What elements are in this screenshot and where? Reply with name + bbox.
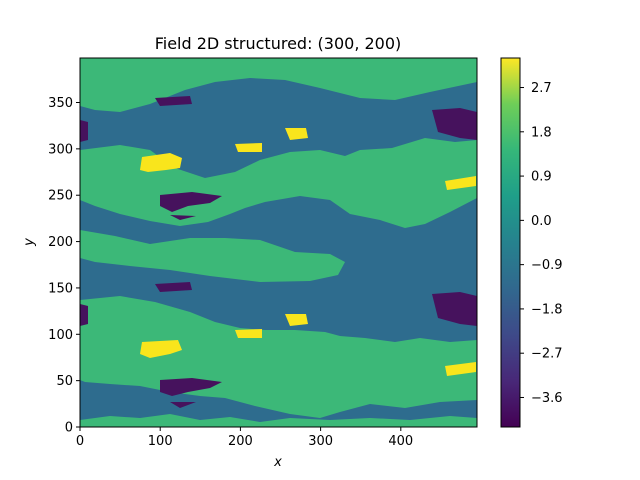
plot-frame	[79, 57, 478, 428]
y-tick-label: 50	[56, 374, 73, 389]
yellow-regions	[140, 128, 476, 376]
y-tick-label: 100	[48, 328, 73, 343]
colorbar-tick-label: 2.7	[531, 81, 552, 96]
y-tick-label: 200	[48, 235, 73, 250]
colorbar-tick-label: 0.9	[531, 170, 552, 185]
colorbar-ticks: 2.7 1.8 0.9 0.0 −0.9 −1.8 −2.7 −3.6	[520, 81, 563, 406]
x-axis-label: x	[273, 455, 282, 470]
x-axis-ticks: 0 100 200 300 400	[76, 427, 413, 449]
x-tick-label: 0	[76, 434, 84, 449]
colorbar	[500, 57, 521, 428]
chart-title: Field 2D structured: (300, 200)	[155, 34, 402, 53]
y-tick-label: 250	[48, 189, 73, 204]
x-tick-label: 200	[228, 434, 253, 449]
x-tick-label: 300	[308, 434, 333, 449]
y-axis-label: y	[22, 238, 37, 247]
colorbar-tick-label: −0.9	[531, 258, 563, 273]
colorbar-tick-label: −3.6	[531, 391, 563, 406]
heatmap-field	[80, 58, 477, 427]
y-tick-label: 300	[48, 142, 73, 157]
y-axis-ticks: 0 50 100 150 200 250 300 350	[48, 96, 80, 436]
colorbar-tick-label: 1.8	[531, 125, 552, 140]
colorbar-tick-label: 0.0	[531, 214, 552, 229]
purple-regions	[80, 96, 477, 408]
y-tick-label: 350	[48, 96, 73, 111]
x-tick-label: 100	[148, 434, 173, 449]
y-tick-label: 0	[65, 421, 73, 436]
y-tick-label: 150	[48, 281, 73, 296]
colorbar-tick-label: −2.7	[531, 347, 563, 362]
colorbar-tick-label: −1.8	[531, 302, 563, 317]
x-tick-label: 400	[388, 434, 413, 449]
